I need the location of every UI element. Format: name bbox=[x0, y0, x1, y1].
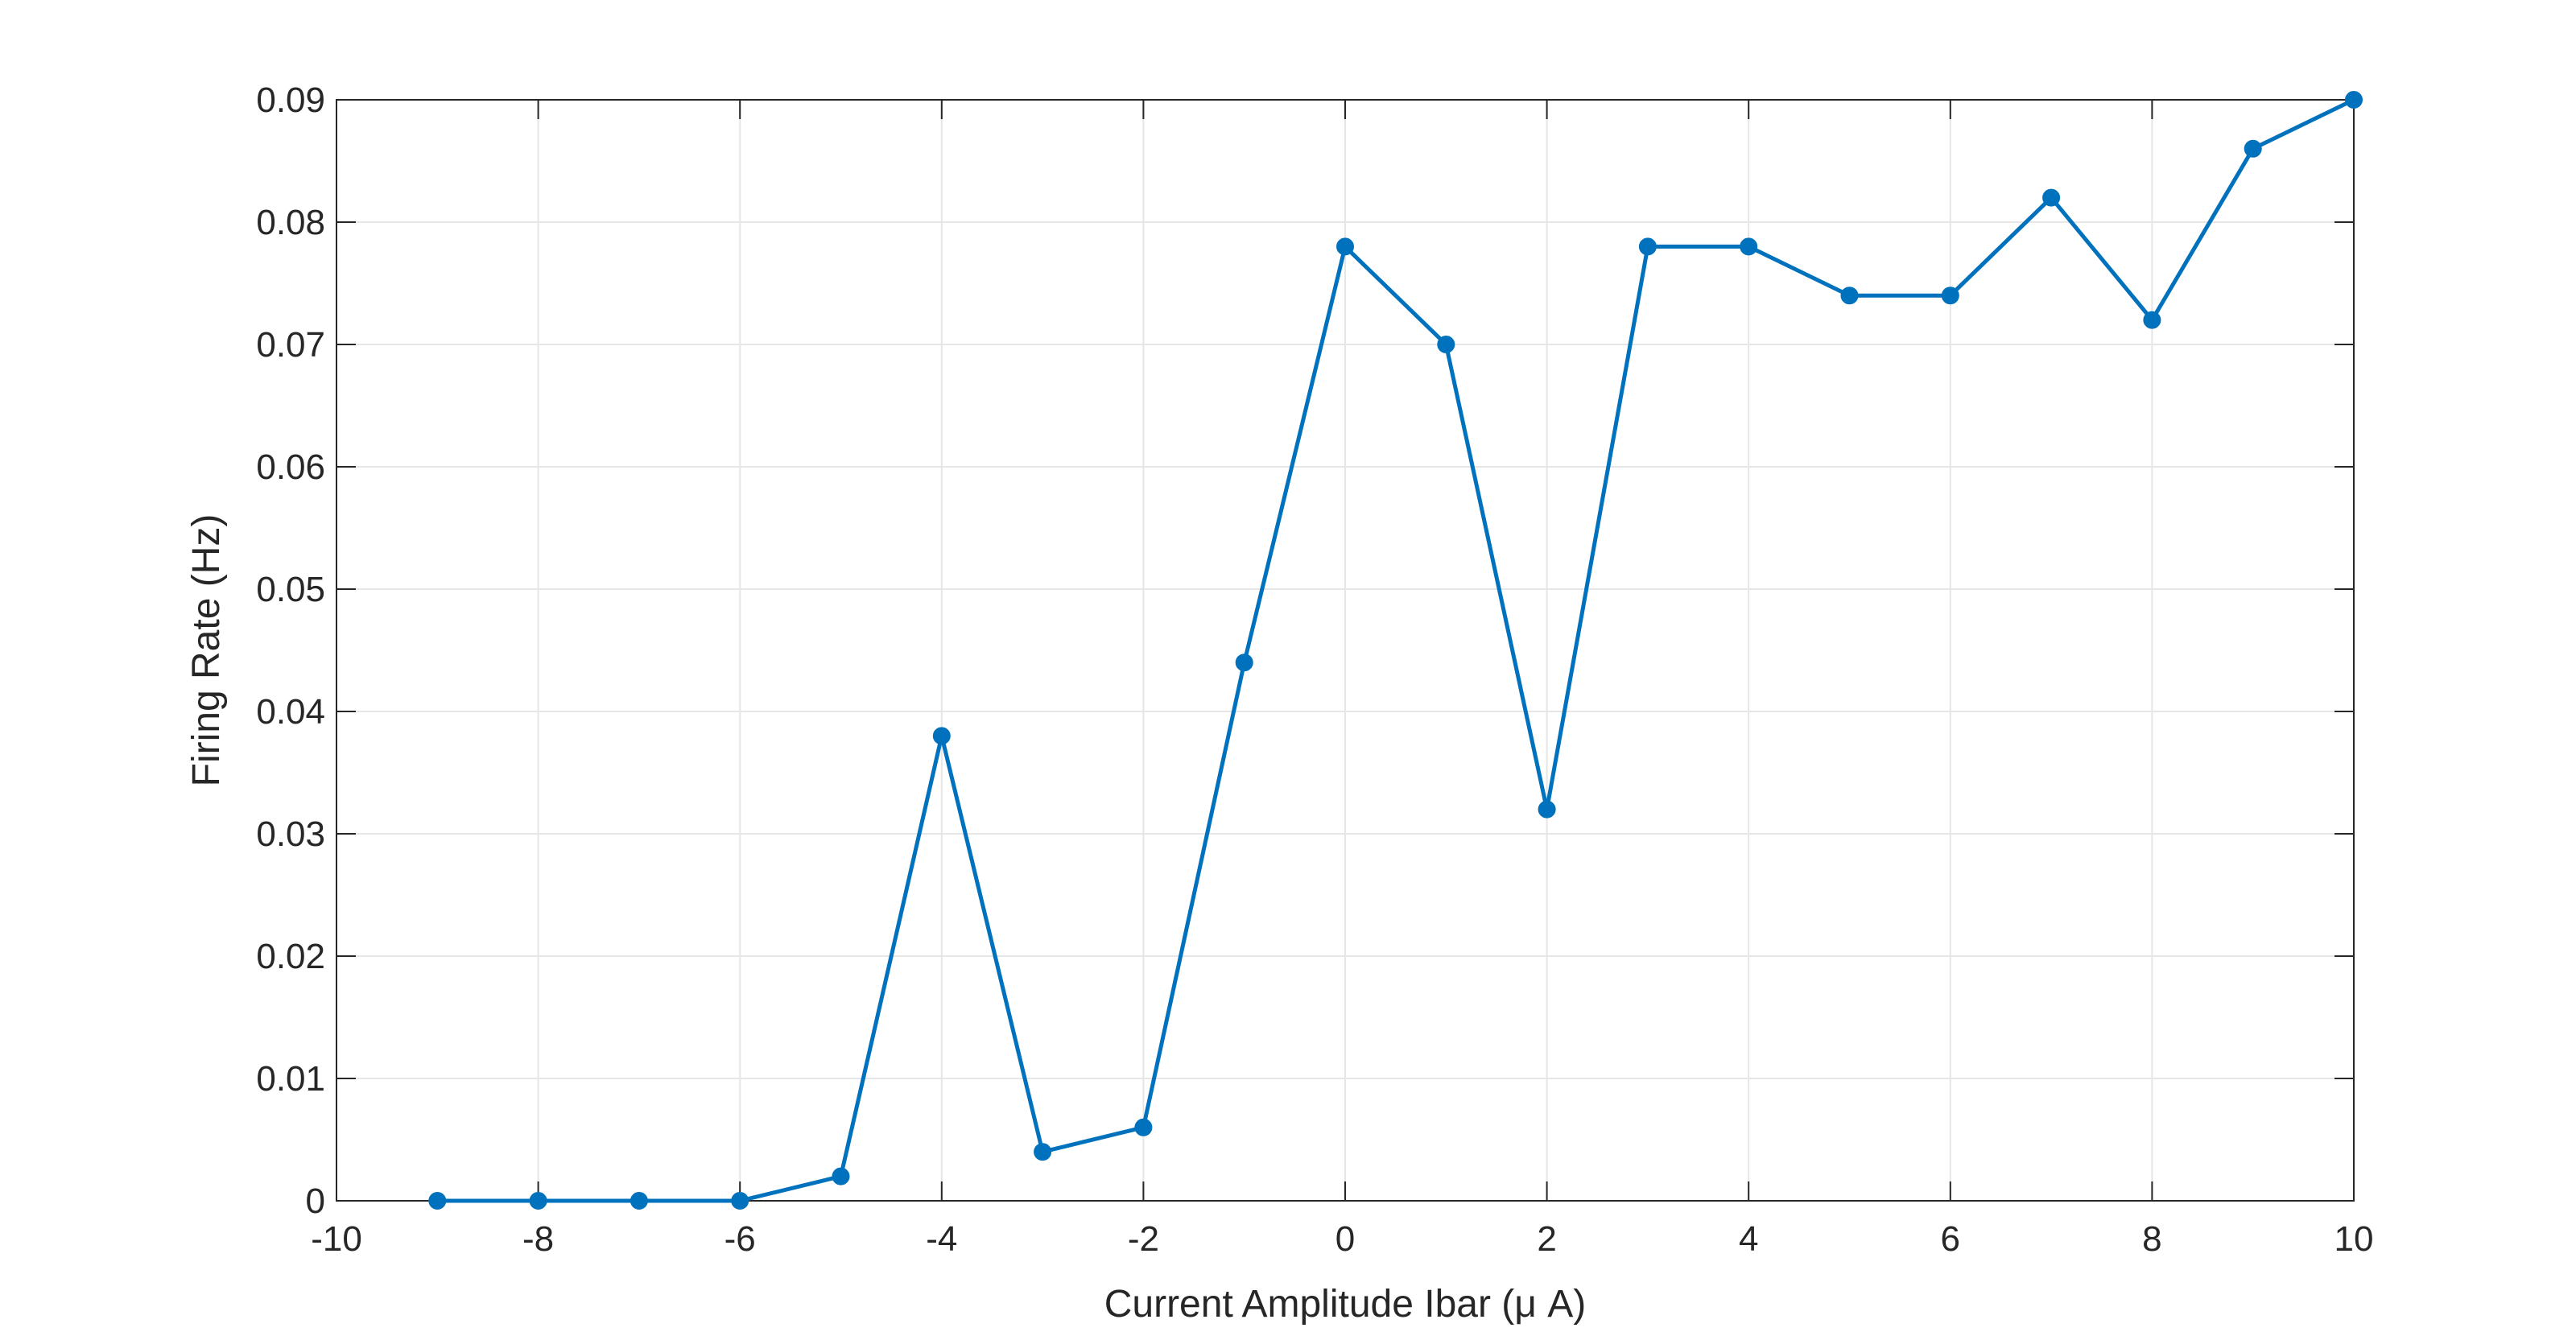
x-tick-label: -6 bbox=[724, 1219, 756, 1259]
data-point bbox=[630, 1192, 648, 1210]
data-point bbox=[832, 1167, 850, 1185]
data-point bbox=[1840, 287, 1859, 305]
y-tick-label: 0.06 bbox=[256, 447, 325, 487]
data-point bbox=[1235, 654, 1253, 672]
data-point bbox=[2345, 91, 2363, 109]
data-point bbox=[1437, 336, 1455, 353]
x-tick-label: 10 bbox=[2334, 1219, 2374, 1259]
y-tick-label: 0.05 bbox=[256, 570, 325, 609]
x-tick-label: 8 bbox=[2142, 1219, 2161, 1259]
data-point bbox=[1638, 237, 1657, 256]
x-tick-label: -8 bbox=[522, 1219, 554, 1259]
data-point bbox=[2042, 188, 2061, 207]
tick-labels: -10 -8 -6 -4 -2 0 2 4 6 8 10 0 0.01 0.02 0.03 0.04 0.05 0… bbox=[256, 80, 2373, 1259]
data-point bbox=[1941, 287, 1959, 305]
x-tick-label: 6 bbox=[1941, 1219, 1960, 1259]
data-point bbox=[1134, 1118, 1153, 1136]
y-tick-label: 0.02 bbox=[256, 937, 325, 976]
series-line bbox=[435, 97, 2356, 1203]
x-tick-label: 2 bbox=[1537, 1219, 1556, 1259]
axes bbox=[336, 99, 2355, 1202]
x-tick-label: -4 bbox=[926, 1219, 957, 1259]
x-axis-label: Current Amplitude Ibar (μ A) bbox=[1104, 1283, 1587, 1326]
y-tick-label: 0.01 bbox=[256, 1059, 325, 1099]
data-point bbox=[1740, 237, 1758, 256]
data-point bbox=[428, 1192, 447, 1210]
x-tick-label: 4 bbox=[1739, 1219, 1758, 1259]
x-tick-label: -10 bbox=[311, 1219, 362, 1259]
y-tick-label: 0.09 bbox=[256, 80, 325, 120]
series-layer bbox=[428, 91, 2363, 1210]
data-point bbox=[2244, 139, 2262, 158]
data-point bbox=[529, 1192, 547, 1210]
y-tick-label: 0.07 bbox=[256, 325, 325, 365]
data-point bbox=[932, 727, 951, 745]
y-tick-label: 0.03 bbox=[256, 814, 325, 854]
y-tick-label: 0 bbox=[306, 1181, 325, 1221]
x-tick-label: -2 bbox=[1128, 1219, 1159, 1259]
data-point bbox=[1538, 800, 1556, 819]
x-tick-label: 0 bbox=[1335, 1219, 1355, 1259]
data-point bbox=[1336, 237, 1354, 256]
data-point bbox=[2143, 311, 2161, 329]
y-tick-label: 0.08 bbox=[256, 203, 325, 242]
data-point bbox=[731, 1192, 749, 1210]
y-axis-label: Firing Rate (Hz) bbox=[185, 514, 228, 787]
data-point bbox=[1034, 1143, 1052, 1161]
y-tick-label: 0.04 bbox=[256, 692, 325, 732]
